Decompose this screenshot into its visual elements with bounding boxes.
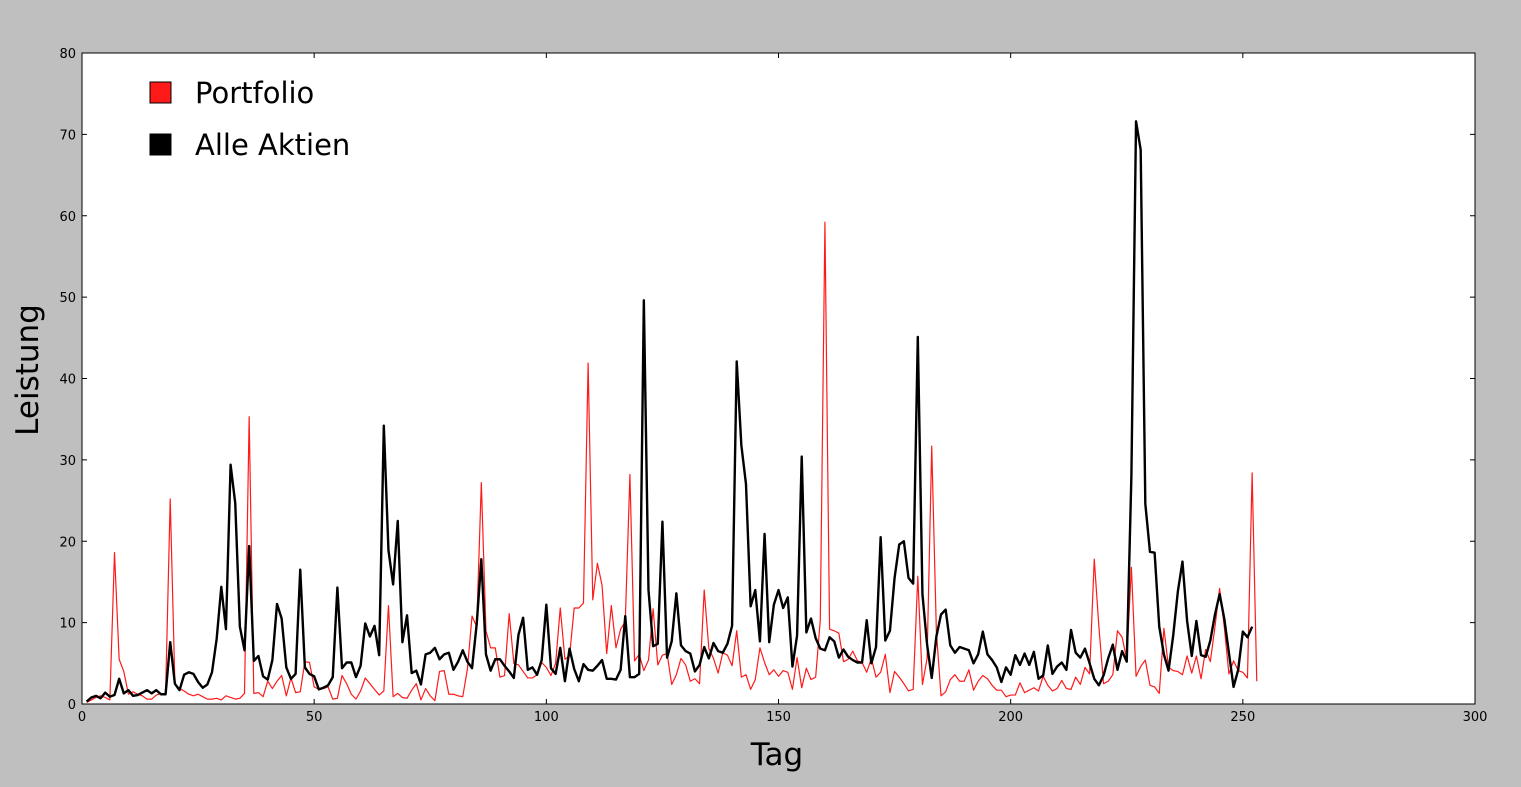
y-tick-label: 80 xyxy=(59,47,76,62)
y-axis-title: Leistung xyxy=(10,304,46,436)
axis-tick-labels: 0 50 100 150 200 250 300 0 10 20 30 40 50 60 70 80 xyxy=(59,47,1487,725)
y-tick-label: 20 xyxy=(59,535,76,550)
legend-swatch-alle-aktien xyxy=(149,133,172,156)
y-tick-label: 10 xyxy=(59,617,76,632)
y-tick-label: 60 xyxy=(59,210,76,225)
axis-ticks xyxy=(81,52,1476,705)
x-tick-label: 250 xyxy=(1230,710,1255,725)
x-tick-label: 100 xyxy=(534,710,559,725)
x-tick-label: 50 xyxy=(306,710,323,725)
y-tick-label: 70 xyxy=(59,128,76,143)
x-tick-label: 300 xyxy=(1463,710,1488,725)
series-line-portfolio xyxy=(86,221,1258,703)
x-axis-title: Tag xyxy=(750,737,803,773)
series-lines xyxy=(85,120,1258,703)
plot-area xyxy=(81,52,1476,705)
y-tick-label: 30 xyxy=(59,454,76,469)
x-tick-label: 0 xyxy=(78,710,86,725)
x-tick-label: 200 xyxy=(998,710,1023,725)
legend-label-alle-aktien: Alle Aktien xyxy=(195,128,350,162)
legend-label-portfolio: Portfolio xyxy=(195,76,314,110)
y-tick-label: 40 xyxy=(59,373,76,388)
legend-swatch-portfolio xyxy=(149,81,172,104)
legend: Portfolio Alle Aktien xyxy=(149,76,350,162)
x-tick-label: 150 xyxy=(766,710,791,725)
y-tick-label: 0 xyxy=(68,698,76,713)
y-tick-label: 50 xyxy=(59,291,76,306)
series-line-alle-aktien xyxy=(85,120,1254,703)
